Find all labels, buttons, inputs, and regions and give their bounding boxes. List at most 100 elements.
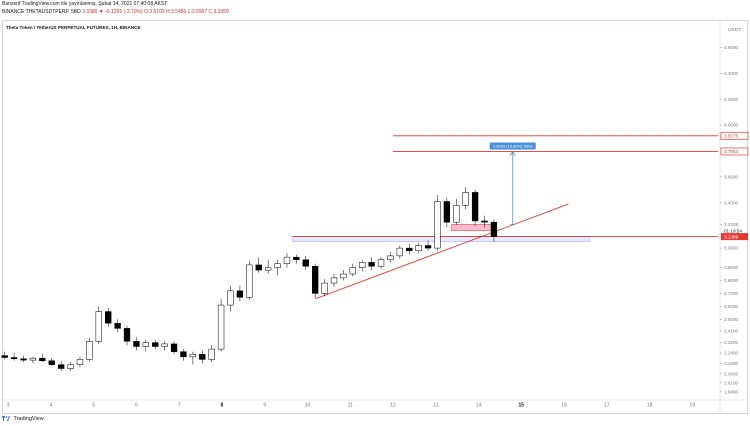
candle-body [95,311,102,342]
candle-body [377,259,385,267]
candle-body [180,351,187,358]
price-tick-label: 2.6000 [724,304,738,309]
time-tick-label: 11 [348,403,353,409]
annotation-layer: 0.5003 (15.89%) 5003 [292,135,718,300]
price-tick-label: 4.0000 [724,123,738,128]
time-tick-label: 10 [305,403,311,409]
candle-body [123,328,131,342]
price-tick-label: 3.6000 [724,174,738,179]
candle-body [368,262,375,267]
current-price-box [721,233,748,241]
candle-body [415,245,422,251]
candle-layer [1,187,498,372]
candle-body [264,267,272,271]
candle-body [1,355,8,358]
time-tick-label: 13 [433,403,439,409]
candle-body [217,304,225,350]
candle-body [246,264,253,298]
candle-body [48,360,55,365]
candle-body [152,342,159,347]
candle-body [387,255,394,261]
candle-body [471,192,479,222]
symbol-ohlc-line: BINANCE:THETAUSDTPERP, 5BD 3.3380 ▼ -0.1… [2,9,229,15]
target-zone [451,224,492,231]
candle-body [283,256,291,264]
support-zone [292,236,590,242]
candle-body [481,220,488,223]
price-tick-label: 2.4100 [724,329,738,334]
time-tick-label: 18 [647,403,653,409]
price-tick-label: 3.4000 [724,200,738,205]
candle-body [424,245,432,249]
ohlc-values: 3.3380 ▼ -0.1266 (-3.70%) O:3.5103 H:3.5… [82,9,229,15]
price-tick-label: 4.2000 [724,97,738,102]
candle-body [406,247,413,251]
candle-body [67,364,74,369]
price-tick-label: 2.7000 [724,291,738,296]
candle-body [443,201,451,223]
candle-body [434,201,441,249]
axis-layer: USDT 1.9400 2.0100 2.0800 2.1600 2.2400 2.3200… [2,20,748,414]
candle-body [133,341,140,347]
time-tick-label: 9 [263,403,266,409]
price-label: 3.7963 [724,149,738,154]
publish-info: Banzerif TradingView.com tile yayınlanmı… [2,1,168,7]
price-tick-label: 2.1600 [724,361,738,366]
time-tick-label: 4 [50,403,53,409]
candle-body [255,264,262,271]
price-tick-label: 2.9000 [724,265,738,270]
candle-body [349,267,356,275]
candle-body [330,277,338,284]
candle-body [57,364,65,369]
price-axis-unit: USDT [728,27,741,33]
price-tick-label: 2.3200 [724,340,738,345]
candle-body [340,273,347,279]
candle-body [161,343,168,347]
candle-body [39,357,46,361]
price-tick-label: 3.2339 [724,222,738,227]
candle-body [114,322,121,329]
candle-body [86,341,93,360]
price-tick-label: 4.4000 [724,71,738,76]
price-label-layer: 3.9175 3.7963 01:19:543.1389 [720,131,749,241]
candle-body [10,357,18,360]
price-tick-label: 3.0500 [724,246,738,251]
measure-label-box [489,142,536,150]
countdown-label: 01:19:54 [724,229,742,234]
candle-body [312,265,319,294]
time-tick-label: 3 [7,403,10,409]
candle-body [189,354,197,358]
time-tick-label: 12 [390,403,396,409]
price-label-box [720,131,749,140]
time-tick-label: 7 [178,403,181,409]
time-tick-label: 16 [561,403,567,409]
candle-body [302,259,309,267]
candle-body [29,357,37,361]
candle-body [321,282,328,294]
chart-frame [2,20,748,414]
price-label-box [720,147,749,156]
price-label: 3.9175 [724,133,738,138]
rising-trendline [315,203,569,300]
time-tick-label: 15 [519,403,525,409]
candle-body [105,311,112,324]
candle-body [170,343,178,352]
candle-body [236,290,244,298]
candle-body [293,256,300,261]
measure-label: 0.5003 (15.89%) 5003 [493,143,533,148]
publish-header: Banzerif TradingView.com tile yayınlanmı… [0,0,750,20]
price-tick-label: 4.6000 [724,45,738,50]
time-tick-label: 5 [92,403,95,409]
candle-body [20,358,27,361]
time-tick-label: 19 [690,403,696,409]
symbol-label: BINANCE:THETAUSDTPERP, 5BD [2,9,81,15]
candle-body [396,247,404,257]
candle-body [227,290,234,306]
price-tick-label: 1.9400 [724,389,738,394]
candle-body [142,342,149,347]
price-tick-label: 2.0800 [724,371,738,376]
candle-body [208,348,215,360]
candle-body [359,262,366,268]
candle-body [199,354,206,360]
